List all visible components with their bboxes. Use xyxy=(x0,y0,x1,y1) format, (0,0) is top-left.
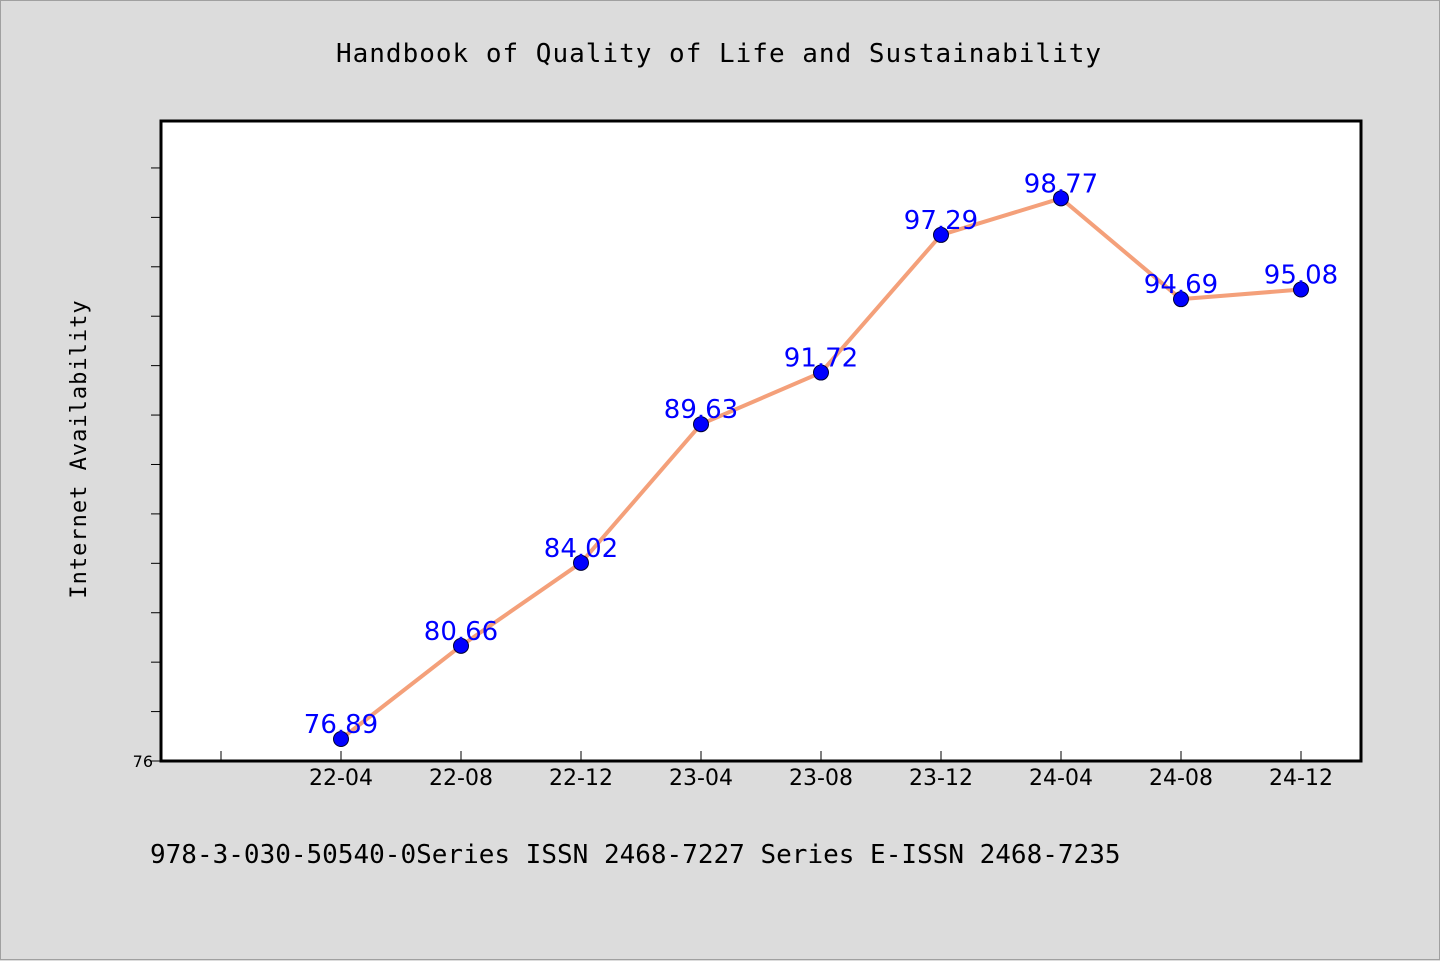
y-tick-label: 76 xyxy=(133,752,153,771)
x-tick-label: 22-08 xyxy=(429,766,493,791)
x-tick-label: 22-04 xyxy=(309,766,373,791)
data-point xyxy=(453,637,469,654)
data-label: 95.08 xyxy=(1264,261,1338,291)
data-point xyxy=(693,416,709,433)
series-markers xyxy=(333,190,1309,748)
x-tick-label: 24-12 xyxy=(1269,766,1333,791)
data-label: 91.72 xyxy=(784,344,858,374)
data-point xyxy=(573,554,589,571)
x-tick-label: 23-12 xyxy=(909,766,973,791)
data-labels: 76.89 80.66 84.02 89.63 91.72 97.29 98.77 94.69… xyxy=(304,169,1338,740)
data-label: 97.29 xyxy=(904,206,978,236)
data-label: 98.77 xyxy=(1024,169,1098,199)
y-axis-label: Internet Availability xyxy=(67,299,92,598)
footer-isbn: 978-3-030-50540-0Series ISSN 2468-7227 S… xyxy=(150,840,1121,870)
x-tick-label: 22-12 xyxy=(549,766,613,791)
x-tick-label: 24-04 xyxy=(1029,766,1093,791)
data-label: 94.69 xyxy=(1144,270,1218,300)
x-tick-label: 23-04 xyxy=(669,766,733,791)
data-label: 76.89 xyxy=(304,710,378,740)
x-tick-label: 24-08 xyxy=(1149,766,1213,791)
data-label: 80.66 xyxy=(424,617,498,647)
data-point xyxy=(1293,281,1309,298)
data-point xyxy=(933,226,949,243)
data-label: 89.63 xyxy=(664,395,738,425)
chart-title: Handbook of Quality of Life and Sustaina… xyxy=(336,39,1102,69)
data-point xyxy=(1053,190,1069,207)
data-label: 84.02 xyxy=(544,534,618,564)
data-point xyxy=(813,364,829,381)
data-point xyxy=(1173,291,1189,308)
data-point xyxy=(333,731,349,748)
plot-area xyxy=(159,119,1363,763)
y-axis-ticks xyxy=(151,167,161,762)
x-axis-ticks: 22-04 22-08 22-12 23-04 23-08 23-12 24-04 24-08… xyxy=(220,751,1333,791)
x-tick-label: 23-08 xyxy=(789,766,853,791)
